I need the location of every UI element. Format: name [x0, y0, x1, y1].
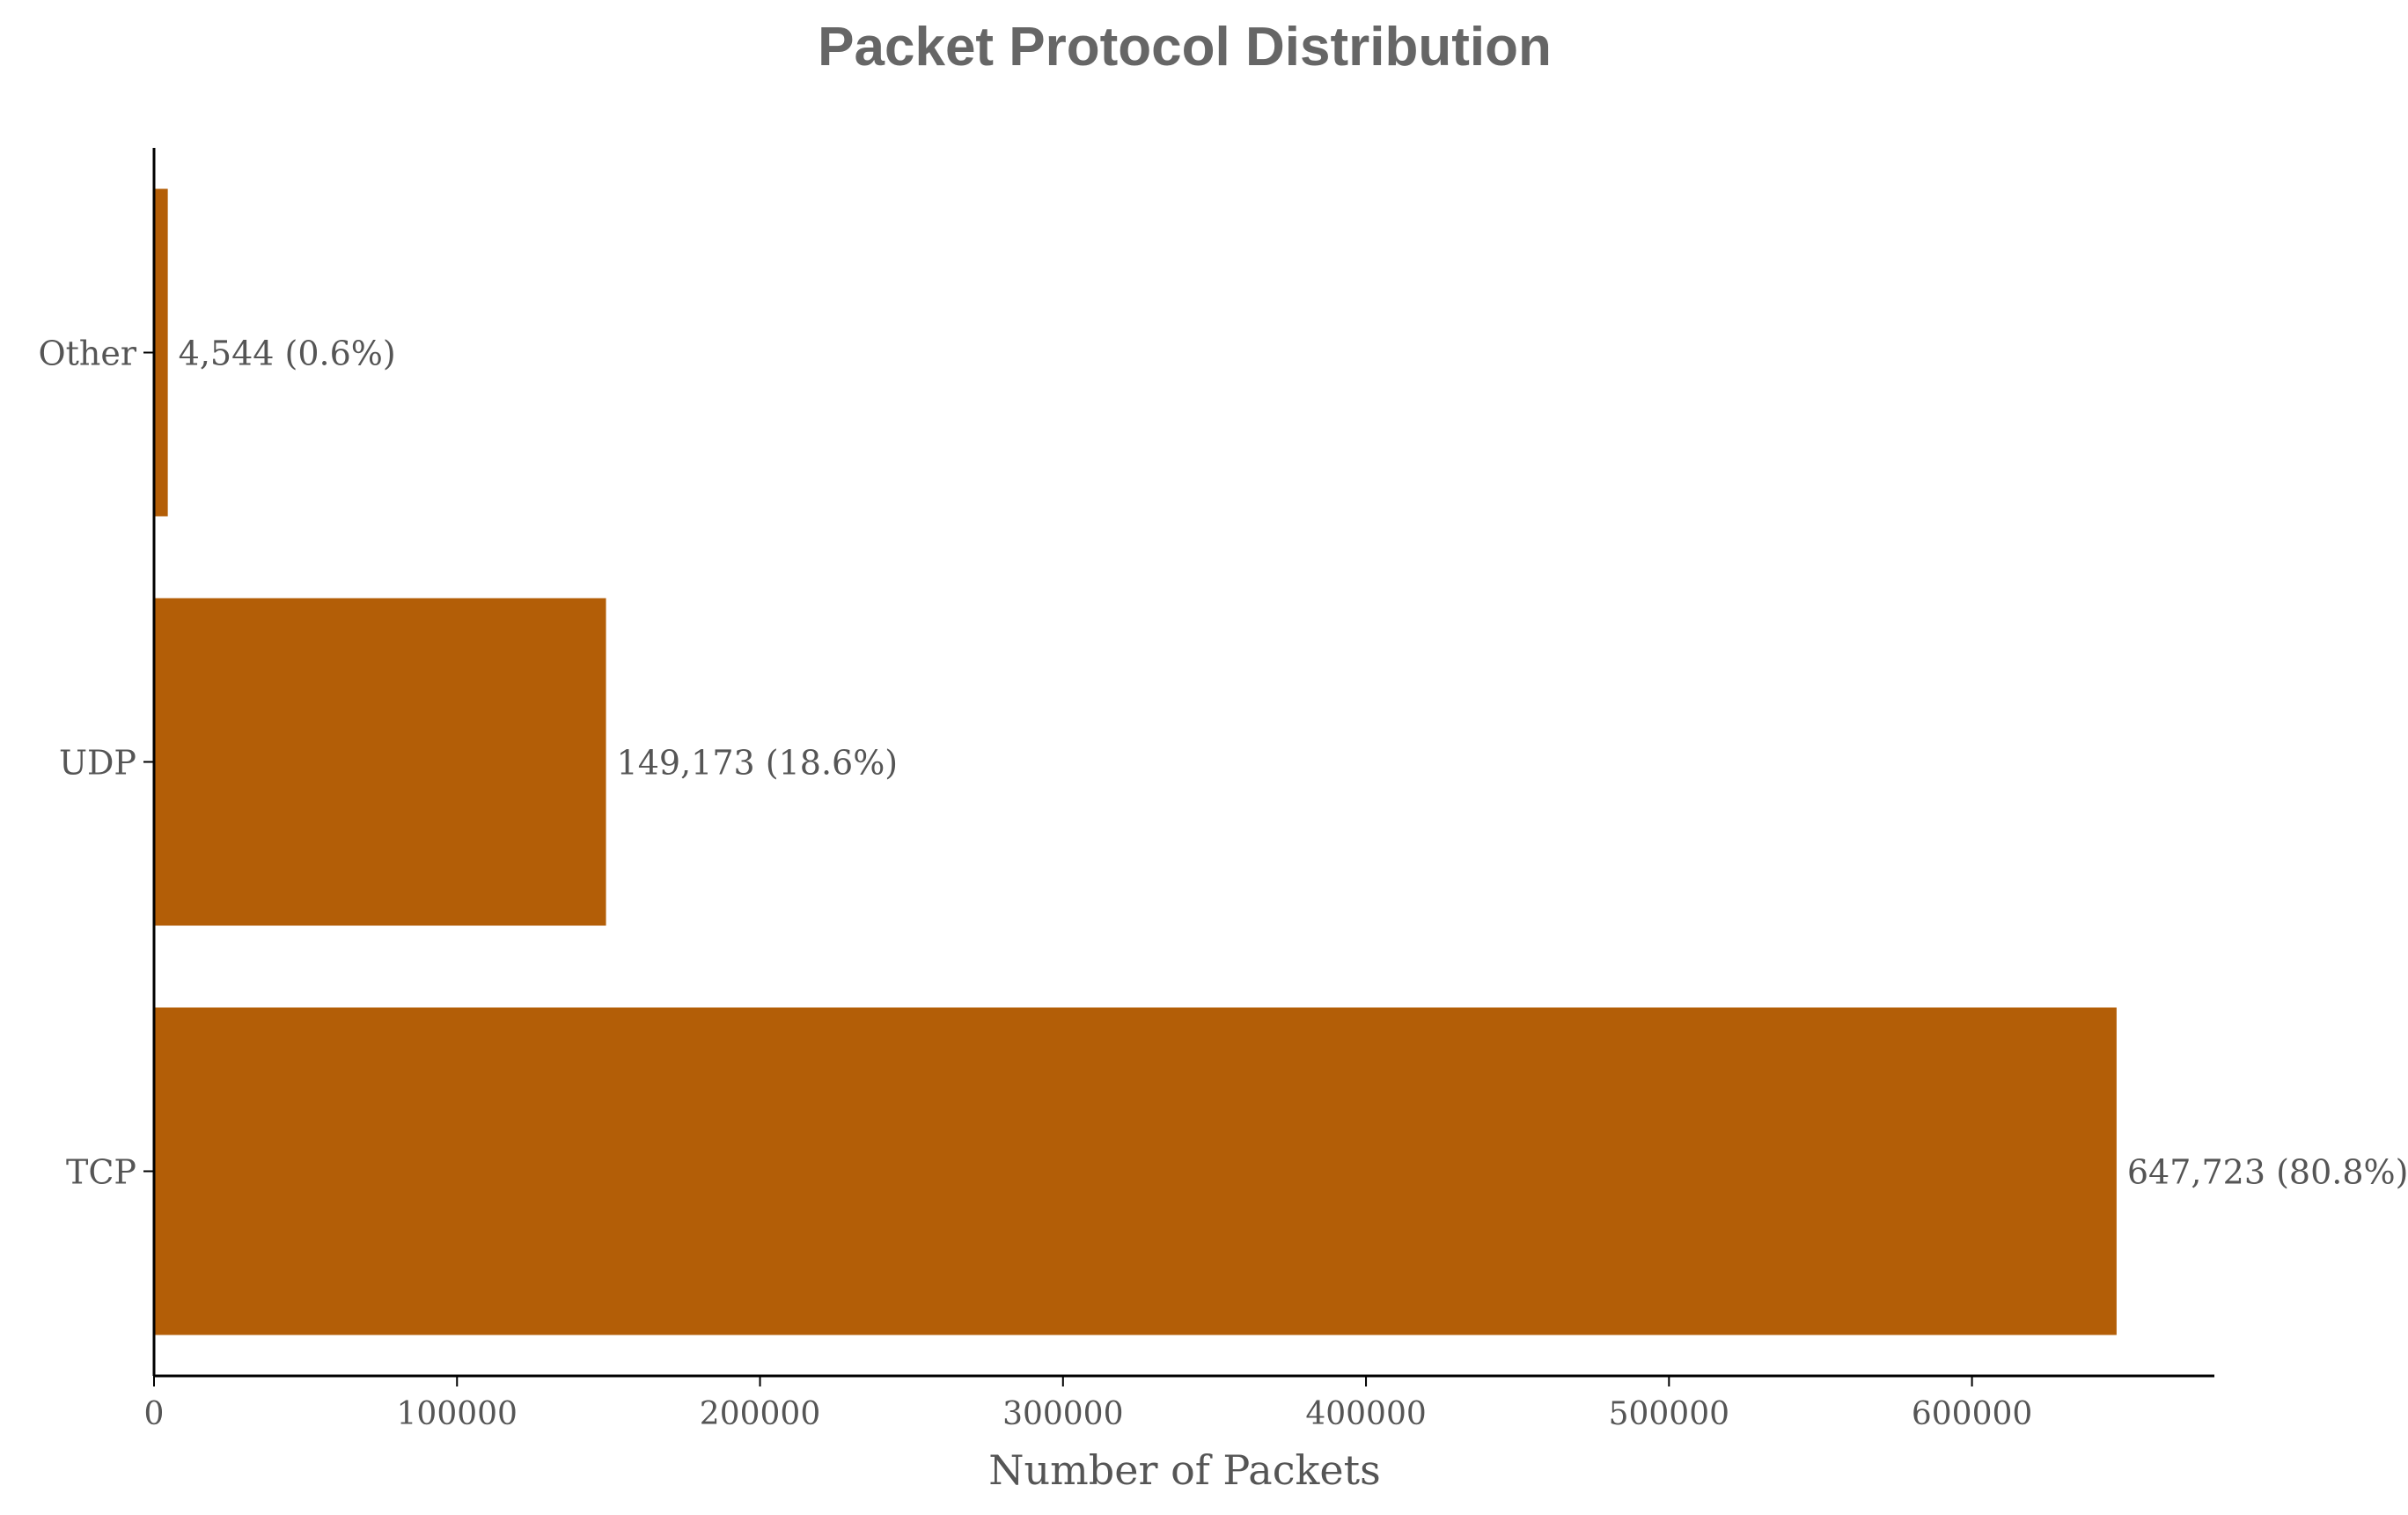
chart-title: Packet Protocol Distribution	[818, 17, 1552, 77]
bar-other	[154, 188, 168, 517]
x-tick-label-5: 500000	[1609, 1396, 1729, 1432]
bars-group: 647,723 (80.8%) 149,173 (18.6%) 4,544 (0.6…	[154, 188, 2408, 1335]
y-tick-label-tcp: TCP	[66, 1153, 136, 1192]
x-axis-label: Number of Packets	[988, 1446, 1380, 1494]
y-tick-label-other: Other	[38, 335, 136, 373]
x-tick-label-0: 0	[144, 1396, 165, 1432]
bar-udp	[154, 598, 606, 926]
data-label-udp: 149,173 (18.6%)	[617, 744, 899, 783]
x-tick-label-1: 100000	[397, 1396, 518, 1432]
data-label-other: 4,544 (0.6%)	[179, 335, 396, 373]
x-tick-label-2: 200000	[700, 1396, 820, 1432]
y-axis-ticks: TCP UDP Other	[38, 335, 154, 1192]
x-tick-label-6: 600000	[1912, 1396, 2032, 1432]
bar-tcp	[154, 1007, 2117, 1335]
x-tick-label-4: 400000	[1305, 1396, 1426, 1432]
y-tick-label-udp: UDP	[59, 744, 136, 783]
x-axis-ticks: 0 100000 200000 300000 400000 500000 600000	[144, 1376, 2032, 1432]
x-tick-label-3: 300000	[1002, 1396, 1123, 1432]
data-label-tcp: 647,723 (80.8%)	[2127, 1153, 2408, 1192]
